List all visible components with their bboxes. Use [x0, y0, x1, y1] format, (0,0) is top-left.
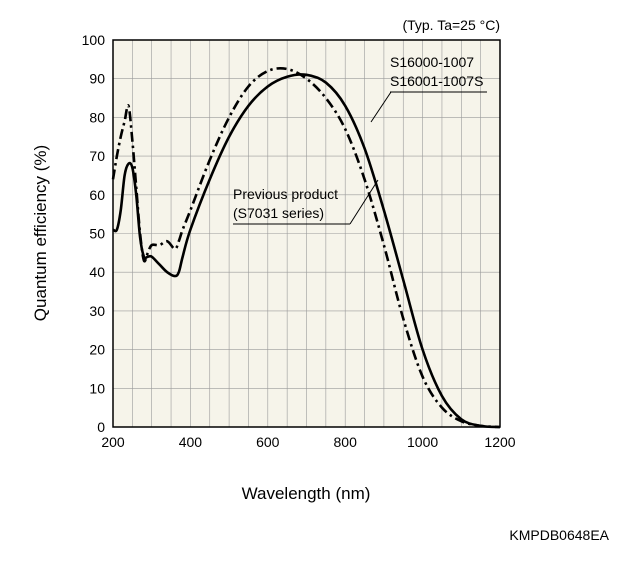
annotation-new-leader: [370, 91, 392, 123]
annotation-new-line1: S16000-1007: [390, 54, 474, 70]
tick-layer: 200 400 600 800 1000 1200 0 10 20 30 40 50 60 70 80 90 1…: [82, 32, 516, 450]
plot-frame: [112, 39, 501, 428]
series-layer: [111, 67, 501, 429]
footer-code: KMPDB0648EA: [509, 527, 609, 543]
annotation-prev-line2: (S7031 series): [233, 205, 324, 221]
x-tick-label: 400: [179, 434, 203, 450]
series-line-new-product: [112, 73, 501, 429]
y-tick-label: 10: [89, 380, 105, 396]
y-tick-label: 30: [89, 303, 105, 319]
y-tick-label: 90: [89, 71, 105, 87]
y-tick-label: 50: [89, 226, 105, 242]
grid: [113, 40, 500, 427]
y-tick-label: 60: [89, 187, 105, 203]
y-tick-label: 70: [89, 148, 105, 164]
x-axis-title: Wavelength (nm): [242, 484, 371, 503]
y-tick-label: 40: [89, 264, 105, 280]
x-tick-label: 1200: [484, 434, 515, 450]
x-tick-label: 800: [334, 434, 358, 450]
y-axis-title: Quantum efficiency (%): [31, 145, 50, 321]
annotation-new-line2: S16001-1007S: [390, 73, 483, 89]
annotation-prev-line1: Previous product: [233, 186, 338, 202]
y-tick-label: 20: [89, 342, 105, 358]
x-tick-label: 200: [101, 434, 125, 450]
y-tick-label: 80: [89, 109, 105, 125]
x-tick-label: 1000: [407, 434, 438, 450]
annotation-prev-leader: [349, 179, 379, 225]
y-tick-label: 0: [97, 419, 105, 435]
y-tick-label: 100: [82, 32, 106, 48]
series-line-previous-product: [111, 67, 501, 429]
x-tick-label: 600: [256, 434, 280, 450]
condition-note: (Typ. Ta=25 °C): [402, 17, 500, 33]
